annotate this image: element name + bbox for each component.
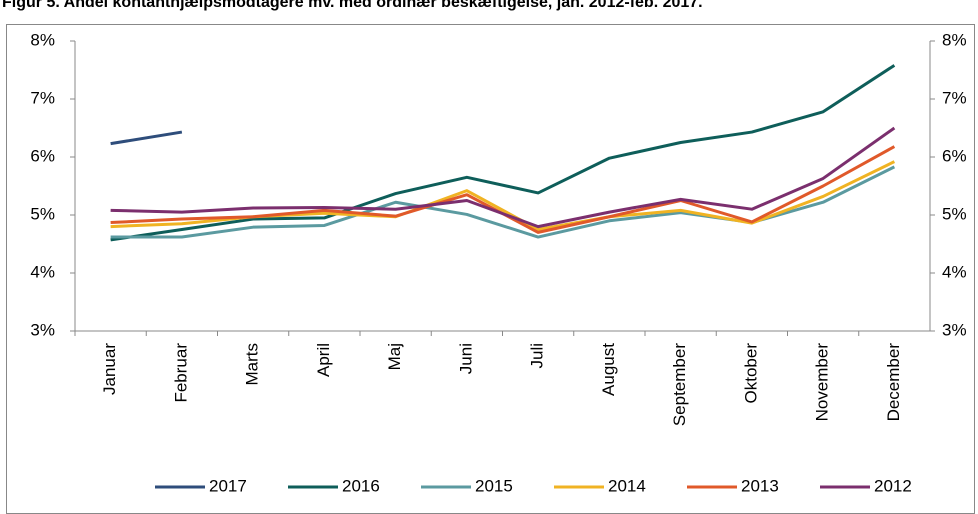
x-tick-label: Oktober	[741, 343, 760, 404]
x-tick-label: Juni	[456, 343, 475, 374]
legend-label: 2012	[874, 476, 912, 495]
legend-label: 2017	[209, 476, 247, 495]
chart-title: Figur 5. Andel kontanthjælpsmodtagere mv…	[2, 0, 703, 11]
legend-label: 2013	[741, 476, 779, 495]
x-tick-label: September	[670, 343, 689, 426]
x-tick-label: December	[884, 343, 903, 422]
y2-tick-label: 7%	[942, 88, 967, 107]
x-tick-label: August	[599, 343, 618, 396]
legend-label: 2016	[342, 476, 380, 495]
y2-tick-label: 4%	[942, 262, 967, 281]
y2-tick-label: 3%	[942, 320, 967, 339]
y-tick-label: 5%	[30, 204, 55, 223]
series-line	[110, 64, 896, 242]
x-tick-label: Januar	[100, 343, 119, 395]
x-tick-label: Maj	[385, 343, 404, 370]
y2-tick-label: 8%	[942, 30, 967, 49]
x-tick-label: Marts	[243, 343, 262, 386]
y2-tick-label: 5%	[942, 204, 967, 223]
legend-label: 2015	[475, 476, 513, 495]
series-line	[110, 165, 896, 239]
series-line	[110, 126, 896, 229]
y-tick-label: 7%	[30, 88, 55, 107]
y-tick-label: 8%	[30, 30, 55, 49]
series-line	[110, 160, 896, 231]
y-tick-label: 6%	[30, 146, 55, 165]
x-tick-label: November	[813, 343, 832, 422]
series-line	[110, 130, 183, 146]
legend-label: 2014	[608, 476, 646, 495]
y-tick-label: 4%	[30, 262, 55, 281]
x-tick-label: Juli	[528, 343, 547, 369]
y-tick-label: 3%	[30, 320, 55, 339]
y2-tick-label: 6%	[942, 146, 967, 165]
x-tick-label: Februar	[171, 343, 190, 403]
chart-frame	[6, 24, 975, 514]
x-tick-label: April	[314, 343, 333, 377]
